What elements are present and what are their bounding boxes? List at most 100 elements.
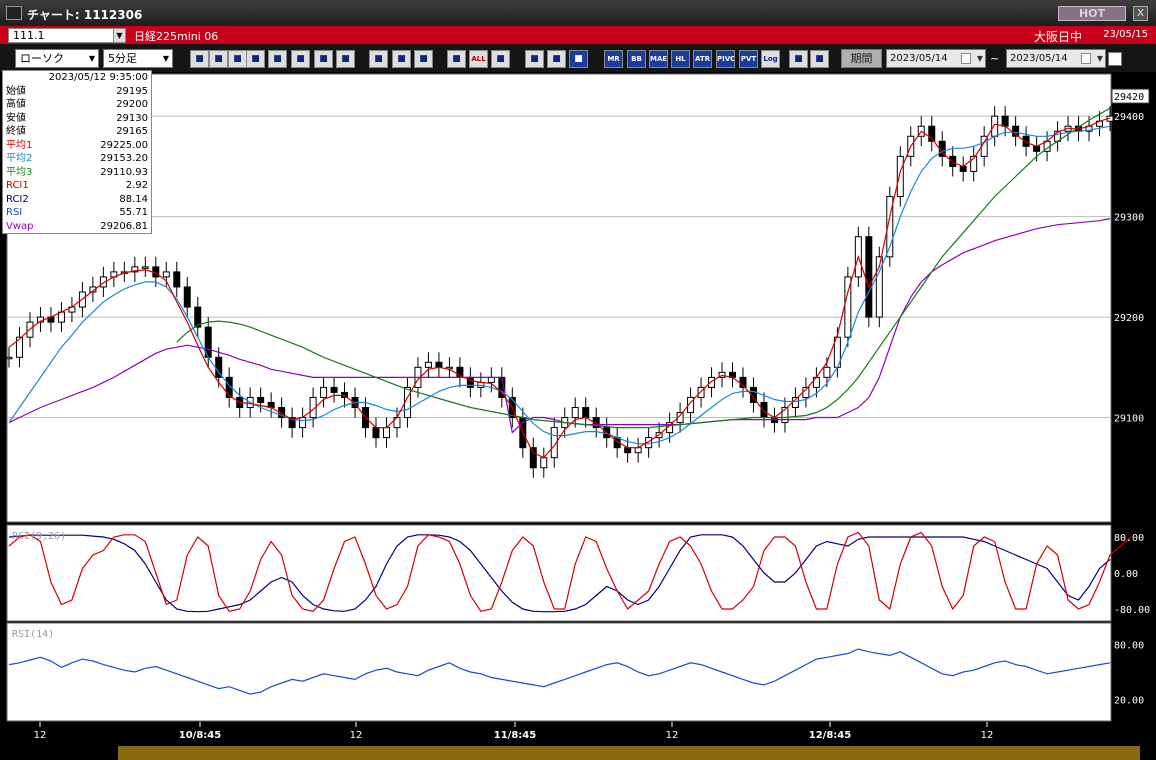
pvt-button[interactable]: PVT — [739, 50, 758, 68]
current-date: 23/05/15 — [1103, 29, 1148, 40]
candle-body — [5, 356, 13, 360]
erase-button[interactable]: ■ — [314, 50, 333, 68]
price-axis-label: 29100 — [1114, 414, 1144, 425]
readout-label: 平均3 — [6, 166, 33, 178]
rci-pane-title: RCI(9,26) — [12, 531, 66, 542]
tools-button[interactable]: ■ — [491, 50, 510, 68]
readout-value: 29130 — [116, 112, 148, 124]
readout-row: 終値 29165 — [3, 125, 151, 139]
fit-right-icon: ■ — [452, 54, 461, 64]
interval-value: 5分足 — [108, 52, 137, 65]
bb-button[interactable]: BB — [627, 50, 646, 68]
chart-app-icon — [6, 6, 22, 20]
cursor-icon: ■ — [374, 54, 383, 64]
table-button[interactable]: ■ — [789, 50, 808, 68]
candle-body — [372, 427, 380, 439]
atr-button[interactable]: ATR — [693, 50, 712, 68]
all-button[interactable]: ALL — [469, 50, 488, 68]
candle-body — [89, 286, 97, 293]
readout-row: 始値 29195 — [3, 85, 151, 99]
chevron-down-icon[interactable]: ▼ — [1096, 54, 1103, 63]
chevron-down-icon[interactable]: ▼ — [88, 54, 96, 63]
brush-button[interactable]: ■ — [525, 50, 544, 68]
readout-row: 平均2 29153.20 — [3, 152, 151, 166]
candle-body — [1001, 115, 1009, 127]
candle-body — [278, 407, 286, 419]
candle-body — [928, 125, 936, 142]
fit-right-button[interactable]: ■ — [447, 50, 466, 68]
readout-label: RCI1 — [6, 180, 29, 191]
to-date-picker[interactable]: 2023/05/14 ▼ — [1006, 49, 1106, 68]
vwap-line — [8, 218, 1111, 434]
chart-type-select[interactable]: ローソク ▼ — [15, 49, 99, 68]
ohlc-button[interactable]: ■ — [228, 50, 247, 68]
grid-button[interactable]: ■ — [268, 50, 287, 68]
pivot-button[interactable]: PIVOT — [716, 50, 735, 68]
candle-body — [697, 386, 705, 398]
readout-value: 29110.93 — [100, 166, 148, 178]
ma1-line — [8, 117, 1111, 459]
candle-body — [687, 396, 695, 414]
arrow-button[interactable]: ■ — [392, 50, 411, 68]
erase-icon: ■ — [319, 54, 328, 64]
chevron-down-icon[interactable]: ▼ — [113, 29, 125, 42]
readout-row: 平均1 29225.00 — [3, 139, 151, 153]
readout-label: 終値 — [6, 126, 26, 137]
readout-row: 平均3 29110.93 — [3, 166, 151, 180]
readout-value: 29165 — [116, 126, 148, 137]
mr-button[interactable]: MR — [604, 50, 623, 68]
candle-body — [1033, 145, 1041, 152]
readout-row: 安値 29130 — [3, 112, 151, 126]
candle-body — [582, 407, 590, 419]
cross-button[interactable]: ■ — [209, 50, 228, 68]
time-axis-label: 12 — [981, 730, 994, 741]
search-button[interactable]: ■ — [190, 50, 209, 68]
market-session: 大阪日中 — [1033, 30, 1082, 44]
readout-value: 2.92 — [125, 180, 148, 191]
alert-button[interactable]: ■ — [291, 50, 310, 68]
ma3-line — [176, 107, 1111, 429]
mae-button[interactable]: MAE — [649, 50, 668, 68]
candle-body — [435, 361, 443, 368]
hot-button[interactable]: HOT — [1058, 6, 1126, 21]
readout-row: RSI 55.71 — [3, 206, 151, 220]
calendar-icon[interactable] — [961, 53, 971, 64]
window-titlebar: チャート: 1112306 HOT X — [0, 0, 1156, 26]
chart-scrollbar[interactable] — [118, 746, 1140, 760]
tool-button[interactable]: ■ — [810, 50, 829, 68]
interval-select[interactable]: 5分足 ▼ — [103, 49, 173, 68]
candle-body — [676, 412, 684, 424]
readout-row: Vwap 29206.81 — [3, 220, 151, 234]
cursor-button[interactable]: ■ — [369, 50, 388, 68]
tool-icon: ■ — [815, 54, 824, 64]
fit-left-button[interactable]: ■ — [414, 50, 433, 68]
readout-label: 安値 — [6, 112, 26, 124]
tools-icon: ■ — [496, 54, 505, 64]
price-chart[interactable]: 29100 29200 29300 29400 29420 80.00 0.00 -80.00… — [0, 72, 1156, 760]
symbol-info-bar: 111.1 ▼ 日経225mini 06 大阪日中 23/05/15 — [0, 26, 1156, 44]
readout-row: RCI2 88.14 — [3, 193, 151, 207]
chart-type-value: ローソク — [20, 52, 64, 65]
close-button[interactable]: X — [1133, 6, 1148, 21]
zoom-button[interactable]: ■ — [246, 50, 265, 68]
readout-value: 88.14 — [119, 193, 148, 205]
from-date-picker[interactable]: 2023/05/14 ▼ — [886, 49, 986, 68]
time-axis-label: 11/8:45 — [494, 730, 536, 741]
ma-button[interactable]: ■ — [569, 50, 588, 68]
symbol-code-select[interactable]: 111.1 ▼ — [8, 28, 126, 43]
chevron-down-icon[interactable]: ▼ — [162, 54, 170, 63]
hl-button[interactable]: HL — [671, 50, 690, 68]
range-enable-checkbox[interactable] — [1108, 52, 1122, 66]
chevron-down-icon[interactable]: ▼ — [976, 54, 983, 63]
period-button[interactable]: 期間 — [841, 49, 882, 68]
candle-body — [99, 276, 107, 288]
calendar-icon[interactable] — [1081, 53, 1091, 64]
color-icon: ■ — [552, 54, 561, 64]
pen-button[interactable]: ■ — [336, 50, 355, 68]
readout-datetime: 2023/05/12 9:35:00 — [48, 72, 148, 83]
to-date-value: 2023/05/14 — [1010, 53, 1068, 64]
candle-body — [382, 427, 390, 439]
color-button[interactable]: ■ — [547, 50, 566, 68]
rsi-pane — [6, 622, 1112, 722]
log-button[interactable]: Log — [761, 50, 780, 68]
